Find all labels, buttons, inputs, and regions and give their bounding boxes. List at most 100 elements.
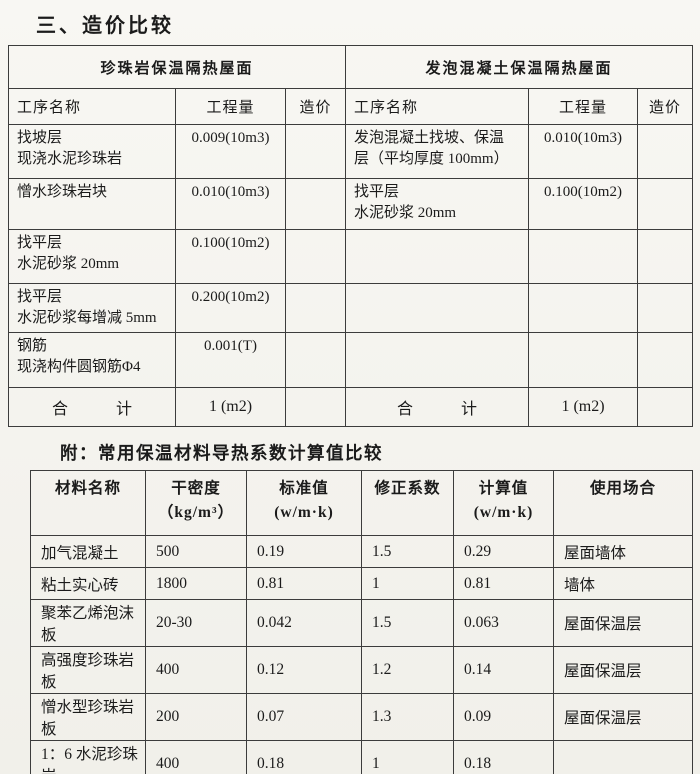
process-desc: 现浇构件圆钢筋Φ4	[17, 359, 141, 375]
cost-cell	[284, 178, 347, 230]
process-name: 找平层	[17, 235, 63, 251]
cost-cell	[637, 332, 694, 388]
correction-factor: 1	[361, 567, 454, 600]
quantity-cell: 0.100(10m2)	[175, 229, 286, 284]
process-cell: 发泡混凝土找坡、保温 层（平均厚度 100mm）	[345, 124, 530, 179]
process-name: 憎水珍珠岩块	[17, 184, 108, 200]
table-row: 找平层 水泥砂浆 20mm 0.100(10m2)	[8, 229, 694, 284]
table-row: 憎水珍珠岩块 0.010(10m3) 找平层 水泥砂浆 20mm 0.100(1…	[8, 178, 694, 230]
total-cost	[637, 387, 694, 427]
header-usage: 使用场合	[553, 470, 693, 536]
table-row: 钢筋 现浇构件圆钢筋Φ4 0.001(T)	[8, 332, 694, 388]
usage: 墙体	[553, 567, 693, 600]
total-quantity: 1 (m2)	[175, 387, 286, 427]
usage: 屋面保温层	[553, 693, 693, 741]
column-header-quantity: 工程量	[528, 88, 639, 125]
standard-value: 0.12	[246, 646, 362, 694]
group-header-row: 珍珠岩保温隔热屋面 发泡混凝土保温隔热屋面	[7, 45, 694, 89]
cost-cell	[637, 124, 694, 179]
table-row: 找坡层 现浇水泥珍珠岩 0.009(10m3) 发泡混凝土找坡、保温 层（平均厚…	[8, 124, 694, 179]
header-correction-factor: 修正系数	[361, 470, 454, 536]
calculated-value: 0.09	[453, 693, 554, 741]
cost-cell	[637, 283, 694, 333]
table-row: 找平层 水泥砂浆每增减 5mm 0.200(10m2)	[8, 283, 694, 333]
column-header-cost: 造价	[284, 88, 347, 125]
cost-cell	[284, 332, 347, 388]
process-cell: 找平层 水泥砂浆每增减 5mm	[8, 283, 176, 333]
table-row: 高强度珍珠岩板 400 0.12 1.2 0.14 屋面保温层	[30, 646, 693, 694]
correction-factor: 1.5	[361, 535, 454, 568]
header-standard-value: 标准值 (w/m·k)	[246, 470, 362, 536]
process-name: 找平层	[17, 289, 63, 305]
dry-density: 400	[145, 740, 247, 774]
table-row: 加气混凝土 500 0.19 1.5 0.29 屋面墙体	[30, 535, 693, 568]
quantity-cell	[528, 229, 639, 284]
dry-density: 20-30	[145, 599, 247, 647]
table-row: 聚苯乙烯泡沫板 20-30 0.042 1.5 0.063 屋面保温层	[30, 599, 693, 647]
dry-density: 1800	[145, 567, 247, 600]
cost-cell	[637, 178, 694, 230]
materials-header-row: 材料名称 干密度 （kg/m³） 标准值 (w/m·k) 修正系数 计算值	[30, 470, 693, 536]
attachment-title: 附：常用保温材料导热系数计算值比较	[60, 443, 383, 463]
standard-value: 0.19	[246, 535, 362, 568]
process-desc: 现浇水泥珍珠岩	[17, 151, 123, 167]
cost-comparison-table: 珍珠岩保温隔热屋面 发泡混凝土保温隔热屋面 工序名称 工程量 造价 工序名称 工…	[7, 45, 694, 427]
usage: 屋面墙体	[553, 535, 693, 568]
table-row: 粘土实心砖 1800 0.81 1 0.81 墙体	[30, 567, 693, 600]
table-row: 1：6 水泥珍珠岩 400 0.18 1 0.18	[30, 740, 693, 774]
material-name: 粘土实心砖	[30, 567, 146, 600]
cost-cell	[284, 229, 347, 284]
standard-value: 0.81	[246, 567, 362, 600]
usage	[553, 740, 693, 774]
material-name: 高强度珍珠岩板	[30, 646, 146, 694]
column-header-process: 工序名称	[345, 88, 530, 125]
process-cell: 憎水珍珠岩块	[8, 178, 176, 230]
usage: 屋面保温层	[553, 599, 693, 647]
header-calculated-value: 计算值 (w/m·k)	[453, 470, 554, 536]
process-cell: 钢筋 现浇构件圆钢筋Φ4	[8, 332, 176, 388]
cost-cell	[637, 229, 694, 284]
quantity-cell: 0.009(10m3)	[175, 124, 286, 179]
standard-value: 0.042	[246, 599, 362, 647]
quantity-cell: 0.100(10m2)	[528, 178, 639, 230]
table-row: 憎水型珍珠岩板 200 0.07 1.3 0.09 屋面保温层	[30, 693, 693, 741]
material-name: 1：6 水泥珍珠岩	[30, 740, 146, 774]
correction-factor: 1.2	[361, 646, 454, 694]
process-name: 发泡混凝土找坡、保温	[354, 130, 505, 146]
quantity-cell: 0.010(10m3)	[175, 178, 286, 230]
left-roof-header: 珍珠岩保温隔热屋面	[7, 45, 347, 89]
process-cell	[345, 283, 530, 333]
quantity-cell	[528, 332, 639, 388]
calculated-value: 0.063	[453, 599, 554, 647]
materials-conductivity-table: 材料名称 干密度 （kg/m³） 标准值 (w/m·k) 修正系数 计算值	[30, 470, 693, 774]
dry-density: 400	[145, 646, 247, 694]
total-cost	[284, 387, 347, 427]
process-desc: 水泥砂浆 20mm	[17, 256, 120, 272]
quantity-cell	[528, 283, 639, 333]
process-name: 钢筋	[17, 338, 48, 354]
cost-cell	[284, 124, 347, 179]
process-cell	[345, 229, 530, 284]
material-name: 加气混凝土	[30, 535, 146, 568]
total-quantity: 1 (m2)	[528, 387, 639, 427]
column-header-process: 工序名称	[8, 88, 176, 125]
process-desc: 水泥砂浆每增减 5mm	[17, 310, 157, 326]
calculated-value: 0.29	[453, 535, 554, 568]
column-header-row: 工序名称 工程量 造价 工序名称 工程量 造价	[8, 88, 694, 125]
column-header-cost: 造价	[637, 88, 694, 125]
material-name: 憎水型珍珠岩板	[30, 693, 146, 741]
process-cell	[345, 332, 530, 388]
total-label: 合 计	[345, 387, 530, 427]
process-desc: 水泥砂浆 20mm	[354, 205, 457, 221]
process-name: 找坡层	[17, 130, 63, 146]
dry-density: 200	[145, 693, 247, 741]
standard-value: 0.07	[246, 693, 362, 741]
correction-factor: 1	[361, 740, 454, 774]
calculated-value: 0.18	[453, 740, 554, 774]
standard-value: 0.18	[246, 740, 362, 774]
total-row: 合 计 1 (m2) 合 计 1 (m2)	[8, 387, 694, 427]
correction-factor: 1.5	[361, 599, 454, 647]
process-cell: 找平层 水泥砂浆 20mm	[345, 178, 530, 230]
process-desc: 层（平均厚度 100mm）	[354, 151, 509, 167]
